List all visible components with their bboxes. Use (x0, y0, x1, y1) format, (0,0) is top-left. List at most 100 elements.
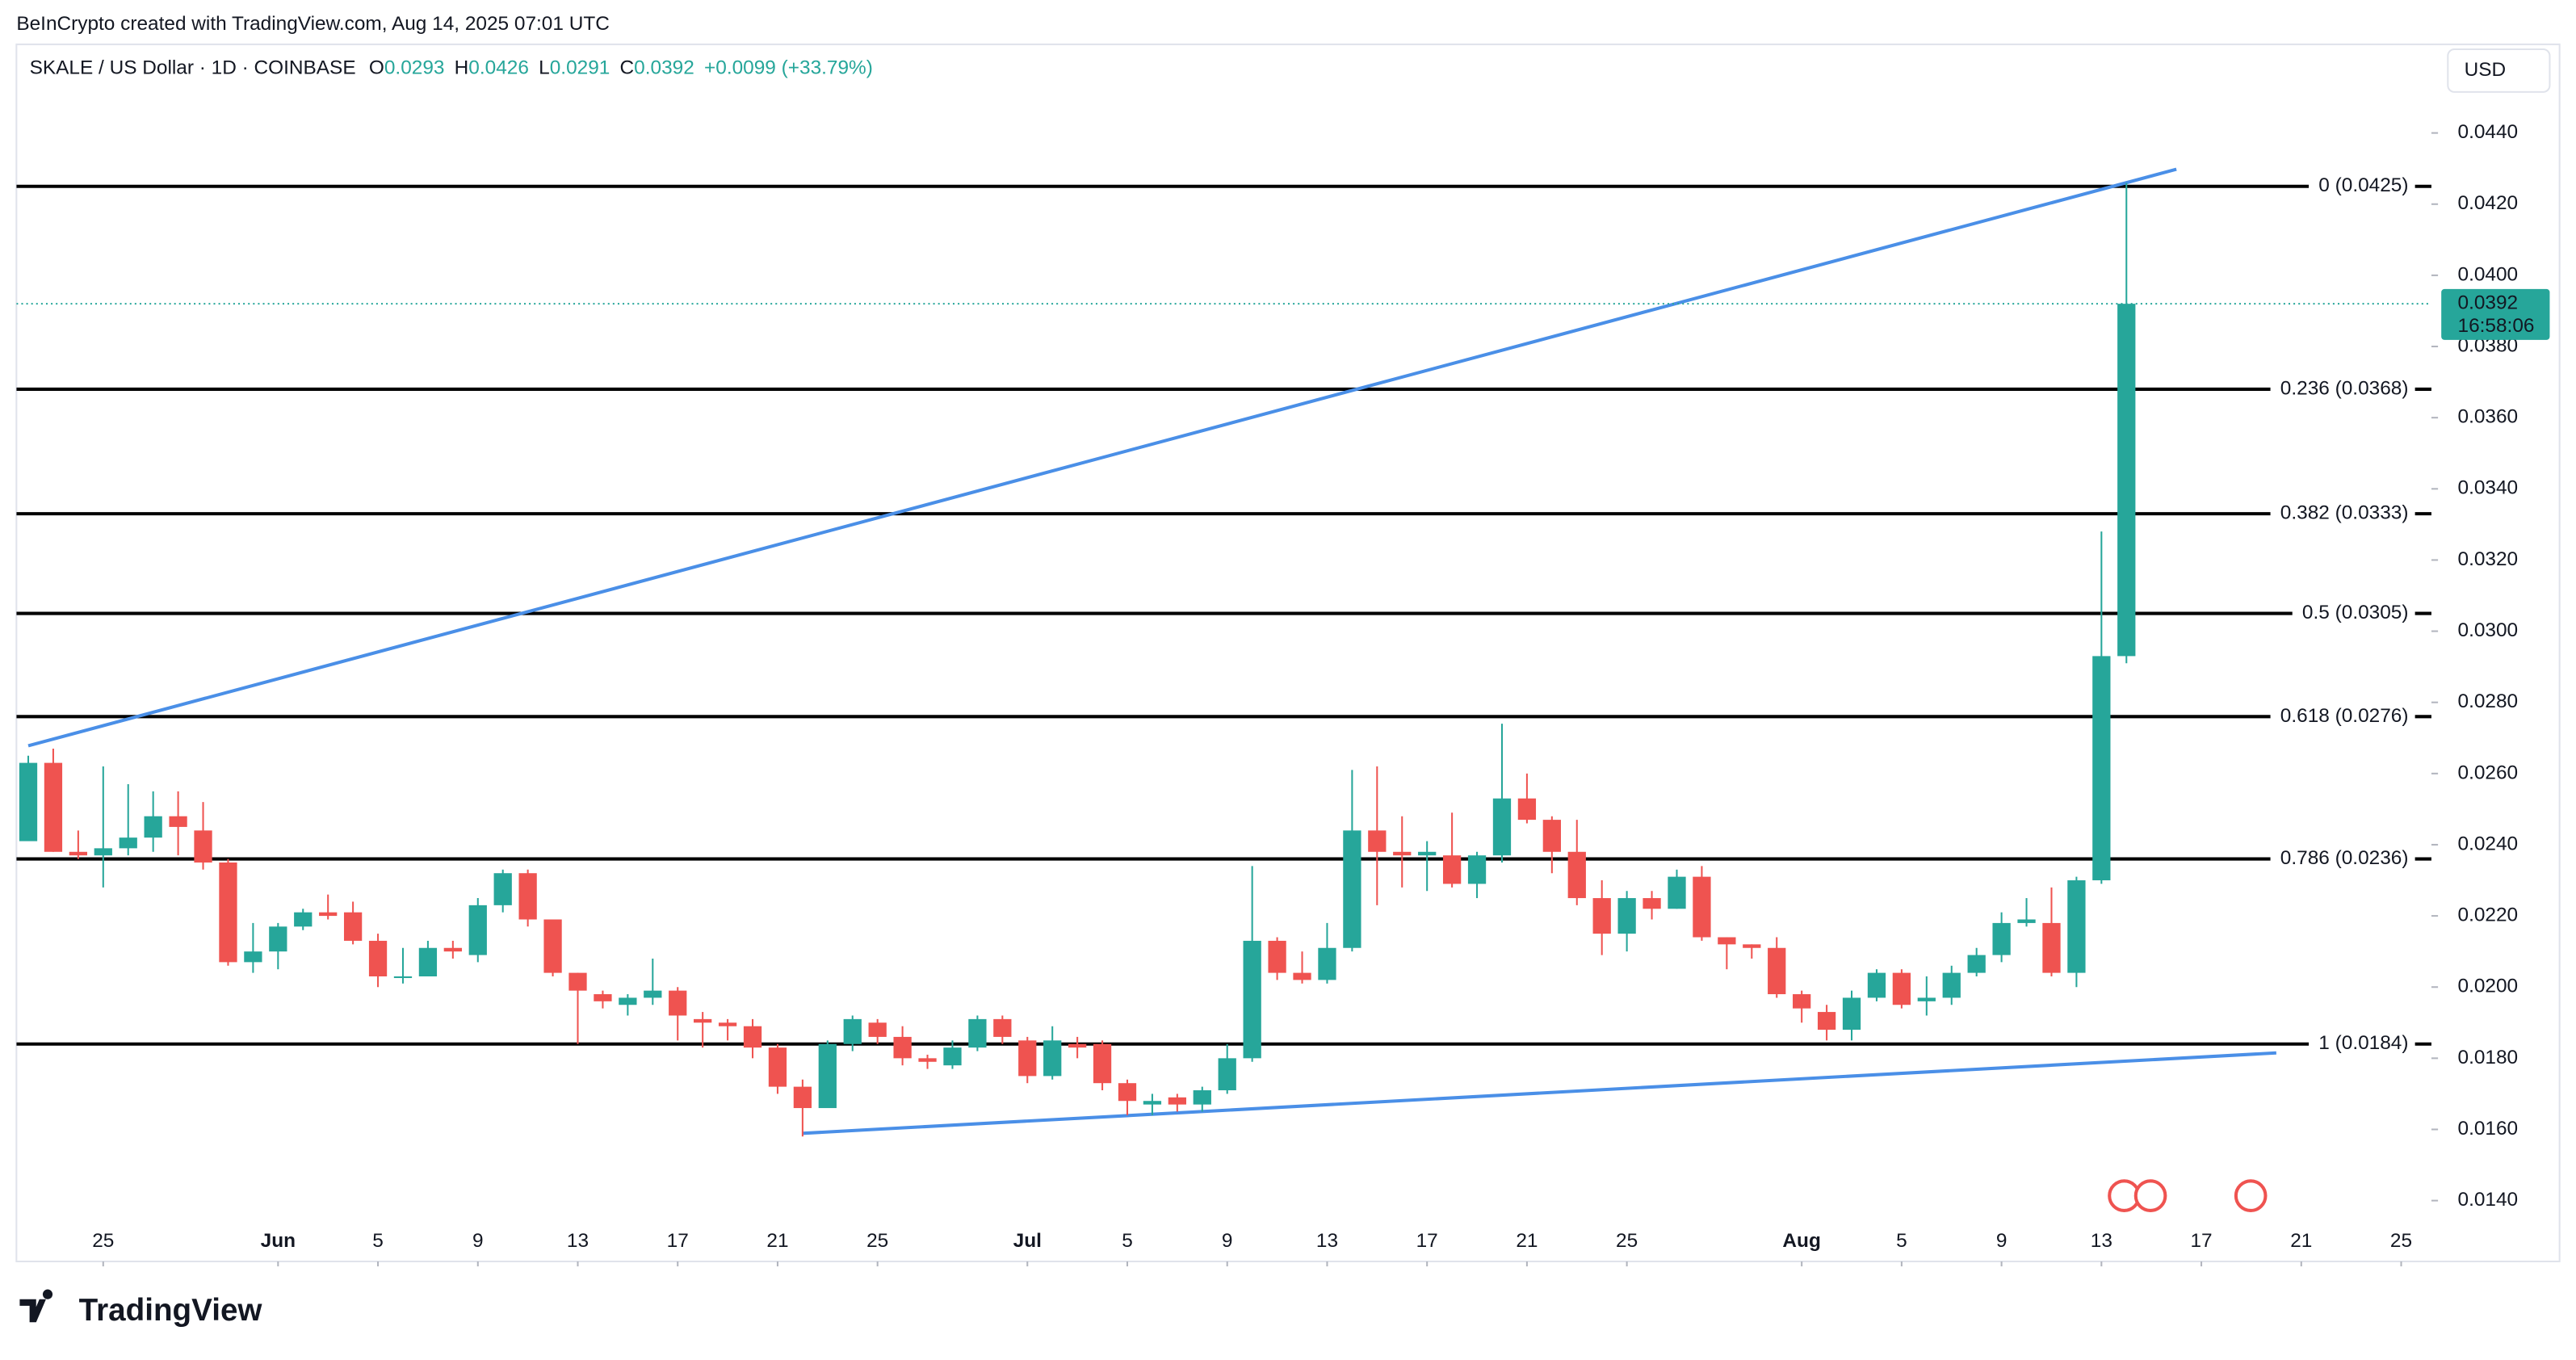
candle-body (119, 837, 137, 849)
candle-body (1892, 972, 1911, 1005)
candle-body (694, 1018, 712, 1023)
candle-body (818, 1043, 837, 1109)
y-tick-label: 0.0160 (2458, 1118, 2519, 1140)
candle-body (1592, 898, 1611, 934)
y-tick-label: 0.0140 (2458, 1189, 2519, 1211)
fib-label-bg (2270, 500, 2415, 527)
currency-button[interactable] (2447, 48, 2551, 93)
h-value: 0.0426 (468, 57, 529, 79)
candle-body (443, 947, 462, 952)
candle-body (2042, 922, 2061, 973)
y-tick-label: 0.0180 (2458, 1047, 2519, 1068)
brand-logo: TradingView (19, 1289, 263, 1328)
x-tick-label: Jun (261, 1230, 296, 1252)
candle-body (343, 912, 363, 941)
candle-body (1143, 1101, 1162, 1105)
y-tick-label: 0.0420 (2458, 192, 2519, 214)
candle-body (1867, 972, 1886, 998)
trendline (802, 1051, 2276, 1135)
fib-label-bg (2270, 703, 2415, 730)
frame (15, 43, 2561, 1262)
candle-body (1418, 851, 1437, 856)
candle-body (893, 1036, 912, 1059)
candle-body (1043, 1040, 1062, 1077)
candle-body (793, 1086, 812, 1109)
candle-body (294, 912, 313, 927)
y-tick-label: 0.0400 (2458, 263, 2519, 285)
candle-body (1643, 898, 1661, 909)
candle-body (493, 873, 512, 905)
credit: BeInCrypto created with TradingView.com,… (16, 13, 610, 35)
y-tick-label: 0.0280 (2458, 690, 2519, 712)
candle-body (1693, 876, 1711, 938)
x-tick-label: 13 (567, 1230, 589, 1252)
candle-body (1118, 1083, 1137, 1102)
fib-label: 0.786 (0.0236) (2280, 847, 2409, 869)
candle-body (1743, 944, 1761, 948)
plot-area: 0 (0.0425) 0.236 (0.0368) 0.382 (0.0333) 0.… (16, 167, 2431, 1137)
candle-body (1917, 997, 1936, 1001)
candle-body (568, 972, 587, 991)
candle-body (2017, 919, 2036, 923)
candle-body (1093, 1043, 1112, 1084)
candle-body (94, 848, 112, 856)
candle-body (2117, 304, 2136, 657)
x-tick-label: 25 (866, 1230, 888, 1252)
fib-label: 0.236 (0.0368) (2280, 377, 2409, 399)
l-key: L (539, 57, 550, 79)
brand: TradingView (79, 1293, 263, 1328)
fib-label: 1 (0.0184) (2318, 1032, 2408, 1054)
candle-body (1817, 1012, 1836, 1030)
fib-label-bg (2292, 600, 2415, 627)
event-flag[interactable] (2234, 1179, 2268, 1212)
candle-body (743, 1026, 762, 1048)
event-flags (2108, 1179, 2268, 1212)
candle-body (468, 905, 487, 955)
y-tick-label: 0.0440 (2458, 121, 2519, 143)
l-value: 0.0291 (550, 57, 610, 79)
candle-body (1567, 851, 1586, 899)
candle-body (2067, 880, 2086, 973)
candle-body (543, 919, 562, 973)
candle-body (1442, 855, 1462, 884)
logo-icon (19, 1289, 53, 1323)
x-tick-label: 21 (1516, 1230, 1538, 1252)
candle-body (219, 862, 237, 963)
x-tick-label: 9 (472, 1230, 484, 1252)
candle-body (943, 1047, 962, 1066)
x-tick-label: 17 (2190, 1230, 2212, 1252)
o-value: 0.0293 (384, 57, 445, 79)
candle-body (1842, 997, 1861, 1030)
y-tick-label: 0.0340 (2458, 477, 2519, 499)
candle-body (1517, 798, 1537, 821)
candle-body (1393, 851, 1412, 856)
last-price-label: 0.0392 (2458, 292, 2519, 314)
x-tick-label: 21 (2290, 1230, 2312, 1252)
candle-body (1068, 1043, 1087, 1048)
candle-body (1293, 972, 1311, 980)
candle-body (1467, 855, 1487, 884)
candle-body (1668, 876, 1686, 909)
currency: USD (2465, 59, 2507, 81)
candle-body (1168, 1097, 1186, 1105)
candle-body (1368, 830, 1387, 852)
candle-body (194, 830, 212, 863)
fib-label: 0.382 (0.0333) (2280, 502, 2409, 524)
candle-body (993, 1018, 1012, 1037)
candle-body (718, 1022, 737, 1026)
candle-body (1768, 947, 1786, 995)
candle-body (418, 947, 438, 977)
o-key: O (369, 57, 384, 79)
y-tick-label: 0.0240 (2458, 833, 2519, 854)
candle-body (69, 851, 87, 856)
candle-body (594, 994, 612, 1001)
candle-body (393, 976, 413, 979)
candle-body (2092, 656, 2111, 881)
event-flag[interactable] (2133, 1179, 2167, 1212)
trendline (27, 167, 2177, 748)
change: +0.0099 (+33.79%) (704, 57, 873, 79)
x-tick-label: 13 (1316, 1230, 1338, 1252)
